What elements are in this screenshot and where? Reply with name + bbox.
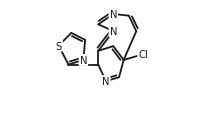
Text: N: N [110,10,117,20]
Text: N: N [80,56,87,65]
Text: N: N [102,77,110,86]
Text: N: N [110,27,117,37]
Text: Cl: Cl [138,50,148,60]
Text: S: S [56,41,62,51]
